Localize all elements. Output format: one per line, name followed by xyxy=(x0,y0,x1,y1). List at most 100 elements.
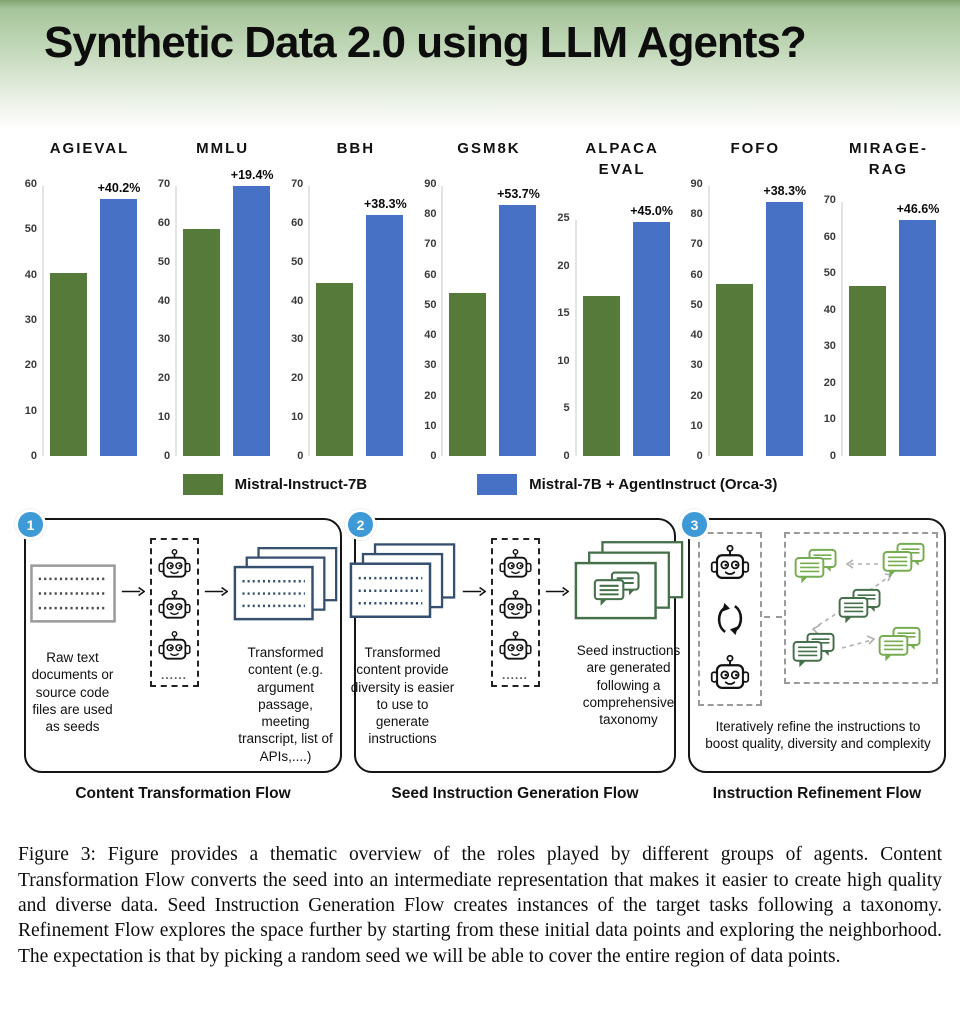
chart-plot: 0 10 20 30 40 50 60 70 +46.6% xyxy=(815,194,944,462)
bar-mistral-instruct-7b xyxy=(316,283,354,456)
chart-title: GSM8K xyxy=(457,140,521,157)
y-axis-tick: 30 xyxy=(157,333,171,346)
figure-caption: Figure 3: Figure provides a thematic ove… xyxy=(18,844,942,967)
chart-title: AGIEVAL xyxy=(49,140,130,157)
y-axis-tick: 10 xyxy=(291,411,304,424)
bar-mistral-instruct-7b xyxy=(715,283,753,456)
y-axis-tick: 10 xyxy=(157,411,171,424)
chart-title: MIRAGE-RAG xyxy=(848,140,928,178)
y-axis-tick: 50 xyxy=(24,223,37,236)
y-axis-tick: 70 xyxy=(823,194,836,206)
transformed-docs-icon xyxy=(349,542,457,624)
chart-title: MMLU xyxy=(196,140,250,157)
y-axis-tick: 80 xyxy=(424,208,437,221)
y-axis: 0 10 20 30 40 50 60 70 xyxy=(282,178,308,462)
y-axis-tick: 0 xyxy=(563,450,570,462)
flow2-caption: Seed Instruction Generation Flow xyxy=(391,784,639,802)
y-axis-tick: 20 xyxy=(291,372,304,385)
y-axis-tick: 10 xyxy=(690,419,703,432)
header-banner: Synthetic Data 2.0 using LLM Agents? xyxy=(0,0,960,130)
flow1-right-text: Transformed content (e.g. argument passa… xyxy=(238,645,333,764)
robot-agent-icon xyxy=(157,548,192,582)
y-axis-tick: 40 xyxy=(424,329,437,342)
legend-label: Mistral-7B + AgentInstruct (Orca-3) xyxy=(529,475,778,493)
y-axis-tick: 20 xyxy=(690,389,703,402)
y-axis-tick: 70 xyxy=(291,178,304,190)
y-axis-tick: 70 xyxy=(690,238,703,251)
y-axis-tick: 20 xyxy=(24,359,37,372)
y-axis-tick: 15 xyxy=(557,307,570,320)
y-axis-tick: 0 xyxy=(297,450,304,462)
delta-label: +53.7% xyxy=(497,187,540,202)
y-axis-tick: 60 xyxy=(690,268,703,281)
y-axis-tick: 0 xyxy=(430,450,437,462)
chart-plot: 0 10 20 30 40 50 60 +40.2% xyxy=(16,178,145,462)
y-axis-tick: 60 xyxy=(24,178,37,190)
y-axis: 0 10 20 30 40 50 60 70 xyxy=(815,194,841,462)
chart-title: BBH xyxy=(336,140,376,157)
cycle-arrows-icon xyxy=(714,601,746,637)
y-axis: 0 10 20 30 40 50 60 70 80 90 xyxy=(682,178,708,462)
y-axis-tick: 0 xyxy=(164,450,171,462)
blue-swatch-icon xyxy=(477,473,518,495)
badge-1: 1 xyxy=(15,509,46,540)
y-axis-tick: 10 xyxy=(823,413,836,426)
robot-agent-icon xyxy=(498,630,533,664)
green-swatch-icon xyxy=(182,473,223,495)
y-axis-tick: 10 xyxy=(424,419,437,432)
chart-plot: 0 10 20 30 40 50 60 70 +38.3% xyxy=(282,178,411,462)
y-axis-tick: 90 xyxy=(424,178,437,190)
raw-document-icon xyxy=(30,564,116,623)
y-axis-tick: 40 xyxy=(690,329,703,342)
bars-area: +46.6% xyxy=(840,200,944,456)
robot-agent-icon xyxy=(709,544,751,584)
bar-mistral-instruct-7b xyxy=(848,285,886,456)
chart-title: FOFO xyxy=(730,140,781,157)
legend-label: Mistral-Instruct-7B xyxy=(234,475,368,493)
y-axis: 0 10 20 30 40 50 60 70 80 90 xyxy=(415,178,441,462)
y-axis-tick: 20 xyxy=(557,259,570,272)
delta-label: +38.3% xyxy=(363,197,407,212)
chart-plot: 0 10 20 30 40 50 60 70 80 90 +53.7% xyxy=(415,178,544,462)
y-axis-tick: 60 xyxy=(291,216,304,229)
badge-2: 2 xyxy=(345,509,376,540)
bar-mistral-instruct-7b xyxy=(183,228,221,456)
robot-agent-icon xyxy=(498,589,533,623)
chart-plot: 0 10 20 30 40 50 60 70 80 90 +38.3% xyxy=(682,178,811,462)
flow2-left-text: Transformed content provide diversity is… xyxy=(350,645,455,747)
charts-row: AGIEVAL 0 10 20 30 40 50 60 +40.2% MMLU 0 10 20 3… xyxy=(0,130,960,462)
delta-label: +40.2% xyxy=(97,181,141,196)
y-axis-tick: 10 xyxy=(557,354,570,367)
robot-agent-icon xyxy=(709,654,751,694)
y-axis-tick: 30 xyxy=(690,359,703,372)
bar-mistral-instruct-7b xyxy=(582,296,620,456)
more-agents-ellipsis: ...... xyxy=(160,668,187,682)
chart-plot: 0 5 10 15 20 25 +45.0% xyxy=(549,204,678,462)
y-axis-tick: 50 xyxy=(690,298,703,311)
badge-3: 3 xyxy=(679,509,710,540)
benchmark-chart: MIRAGE-RAG 0 10 20 30 40 50 60 70 +46.6% xyxy=(815,138,944,462)
flow-box-3: 3 xyxy=(679,509,946,773)
y-axis-tick: 20 xyxy=(424,389,437,402)
delta-label: +38.3% xyxy=(763,184,807,199)
y-axis-tick: 50 xyxy=(424,298,437,311)
flow-instruction-refinement: 3 xyxy=(679,509,946,803)
y-axis-tick: 25 xyxy=(557,212,570,224)
y-axis-tick: 90 xyxy=(690,178,703,190)
bar-mistral-7b-agentinstruct xyxy=(366,215,404,456)
y-axis-tick: 0 xyxy=(30,450,37,462)
bars-area: +53.7% xyxy=(441,184,544,456)
chart-plot: 0 10 20 30 40 50 60 70 +19.4% xyxy=(149,168,278,462)
chart-legend: Mistral-Instruct-7B Mistral-7B + AgentIn… xyxy=(0,470,960,498)
y-axis-tick: 30 xyxy=(424,359,437,372)
bar-mistral-7b-agentinstruct xyxy=(499,205,537,456)
bars-area: +19.4% xyxy=(175,168,278,456)
bar-mistral-instruct-7b xyxy=(50,273,87,456)
y-axis-tick: 30 xyxy=(823,340,836,353)
y-axis: 0 10 20 30 40 50 60 xyxy=(16,178,42,462)
y-axis-tick: 20 xyxy=(157,372,171,385)
y-axis-tick: 70 xyxy=(157,178,171,190)
delta-label: +19.4% xyxy=(230,167,274,182)
arrow-right-icon xyxy=(204,586,228,597)
flow1-caption: Content Transformation Flow xyxy=(75,784,291,802)
